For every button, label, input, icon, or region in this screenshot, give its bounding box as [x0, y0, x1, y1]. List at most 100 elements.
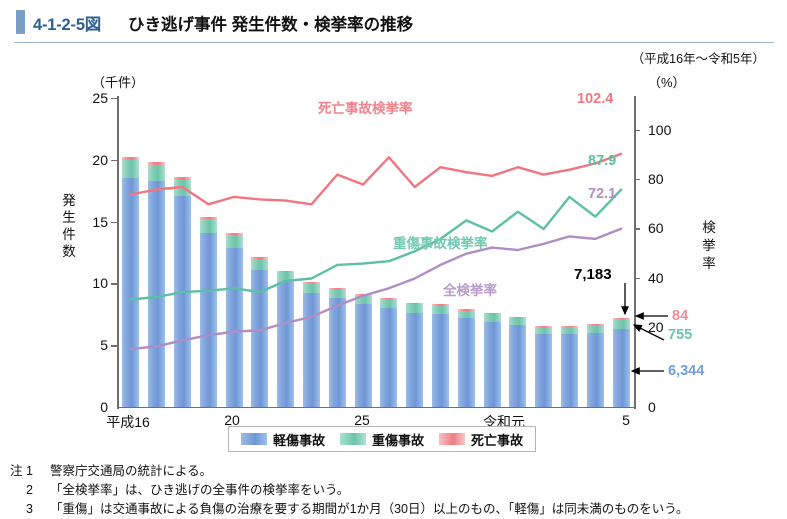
legend-item-light: 軽傷事故 — [241, 430, 325, 449]
callout-death-count: 84 — [672, 308, 689, 324]
bar-segment-death — [122, 156, 140, 160]
bar-segment-death — [432, 304, 449, 306]
period-note: （平成16年～令和5年） — [631, 52, 765, 66]
bar-segment-death — [509, 316, 527, 319]
callout-arrows — [621, 283, 668, 375]
line-total-clearance — [129, 227, 623, 351]
note-text: 「重傷」は交通事故による負傷の治療を要する期間が1か月（30日）以上のもの、「軽… — [50, 502, 689, 516]
note-row: 注 1 警察庁交通局の統計による。 — [0, 462, 787, 480]
bar-group — [251, 256, 269, 407]
bar-segment-death — [406, 303, 424, 305]
left-axis-unit: （千件） — [92, 75, 145, 90]
bar-segment-death — [535, 326, 553, 328]
end-value-total-clearance: 72.1 — [588, 186, 617, 202]
legend-label-death: 死亡事故 — [471, 432, 524, 448]
series-label-death-clearance: 死亡事故検挙率 — [318, 101, 413, 116]
left-tick-20 — [111, 159, 117, 162]
legend-swatch-death-icon — [439, 433, 466, 445]
legend-swatch-serious-icon — [340, 433, 367, 445]
right-tick-label-20: 20 — [648, 319, 664, 336]
notes-heading: 注 — [10, 464, 23, 478]
right-tick-label-0: 0 — [648, 399, 656, 415]
bar-group — [612, 318, 630, 407]
right-tick-100 — [634, 129, 640, 131]
callout-serious-count: 755 — [668, 327, 693, 343]
end-value-serious-clearance: 87.9 — [588, 153, 617, 169]
line-death-clearance — [129, 152, 623, 206]
bar-segment-death — [277, 270, 295, 273]
right-tick-80 — [634, 179, 640, 181]
note-text: 「全検挙率」は、ひき逃げの全事件の検挙率をいう。 — [50, 483, 350, 497]
title-accent-bar — [16, 10, 25, 34]
left-tick-label-20: 20 — [92, 151, 108, 168]
x-label-5: 5 — [622, 412, 630, 428]
note-number: 1 — [26, 464, 33, 478]
bar-group — [432, 304, 449, 407]
left-axis-line — [117, 96, 119, 409]
bar-group — [380, 298, 398, 407]
bar-group — [225, 233, 243, 407]
left-tick-10 — [111, 283, 117, 285]
left-tick-label-5: 5 — [100, 337, 108, 354]
bar-segment-death — [225, 233, 243, 236]
bar-group — [561, 325, 578, 407]
bar-segment-death — [561, 325, 578, 327]
page-title: ひき逃げ事件 発生件数・検挙率の推移 — [128, 16, 414, 34]
right-axis-line — [634, 96, 636, 409]
end-value-death-clearance: 102.4 — [577, 91, 614, 107]
right-tick-label-40: 40 — [648, 269, 664, 286]
legend-label-serious: 重傷事故 — [372, 432, 425, 448]
bar-segment-death — [251, 256, 269, 259]
callout-light-count: 6,344 — [668, 363, 705, 379]
bar-segment-death — [586, 323, 604, 325]
bar-group — [303, 281, 320, 407]
bar-group — [328, 288, 346, 407]
right-tick-60 — [634, 228, 640, 230]
x-label-heisei16: 平成16 — [106, 414, 150, 430]
bar-group — [586, 323, 604, 407]
bar-group — [199, 216, 217, 407]
bar-segment-death — [612, 318, 630, 320]
note-number: 2 — [26, 483, 33, 497]
bar-segment-death — [148, 162, 166, 165]
left-tick-5 — [111, 345, 117, 347]
notes-section: 注 1 警察庁交通局の統計による。 2 「全検挙率」は、ひき逃げの全事件の検挙率… — [0, 462, 787, 519]
legend-item-serious: 重傷事故 — [340, 430, 424, 449]
bar-group — [509, 316, 527, 407]
bar-segment-death — [174, 177, 191, 180]
bar-group — [535, 326, 553, 407]
right-tick-label-80: 80 — [648, 171, 664, 187]
line-series-group — [129, 152, 623, 351]
right-axis-title: 検挙率 — [702, 220, 716, 271]
left-tick-label-10: 10 — [92, 275, 108, 292]
left-tick-15 — [111, 221, 117, 223]
bar-group — [406, 303, 424, 407]
legend-label-light: 軽傷事故 — [273, 432, 326, 448]
figure-number: 4-1-2-5図 — [33, 16, 102, 34]
left-tick-label-15: 15 — [92, 213, 108, 230]
note-row: 3 「重傷」は交通事故による負傷の治療を要する期間が1か月（30日）以上のもの、… — [0, 500, 787, 518]
bar-group — [483, 313, 501, 407]
bar-segment-death — [483, 313, 501, 315]
chart-legend: 軽傷事故 重傷事故 死亡事故 — [228, 426, 537, 452]
page-header: 4-1-2-5図 ひき逃げ事件 発生件数・検挙率の推移 — [0, 0, 787, 44]
right-axis-unit: （%） — [648, 75, 686, 90]
header-divider — [14, 42, 774, 43]
bar-segment-death — [199, 216, 217, 220]
right-tick-40 — [634, 277, 640, 280]
left-tick-label-0: 0 — [100, 399, 108, 415]
note-number: 3 — [26, 502, 33, 516]
bar-segment-death — [303, 281, 320, 284]
bar-segment-death — [380, 298, 398, 300]
x-axis-line — [117, 407, 635, 409]
left-tick-25 — [111, 98, 117, 100]
right-tick-label-100: 100 — [648, 121, 672, 138]
note-text: 警察庁交通局の統計による。 — [50, 464, 213, 478]
right-tick-label-60: 60 — [648, 220, 664, 237]
series-label-serious-clearance: 重傷事故検挙率 — [393, 236, 488, 251]
bar-group — [457, 309, 475, 407]
left-tick-label-25: 25 — [92, 90, 108, 106]
callout-total-incidents: 7,183 — [574, 266, 612, 283]
series-label-total-clearance: 全検挙率 — [443, 283, 497, 298]
legend-item-death: 死亡事故 — [439, 430, 523, 449]
